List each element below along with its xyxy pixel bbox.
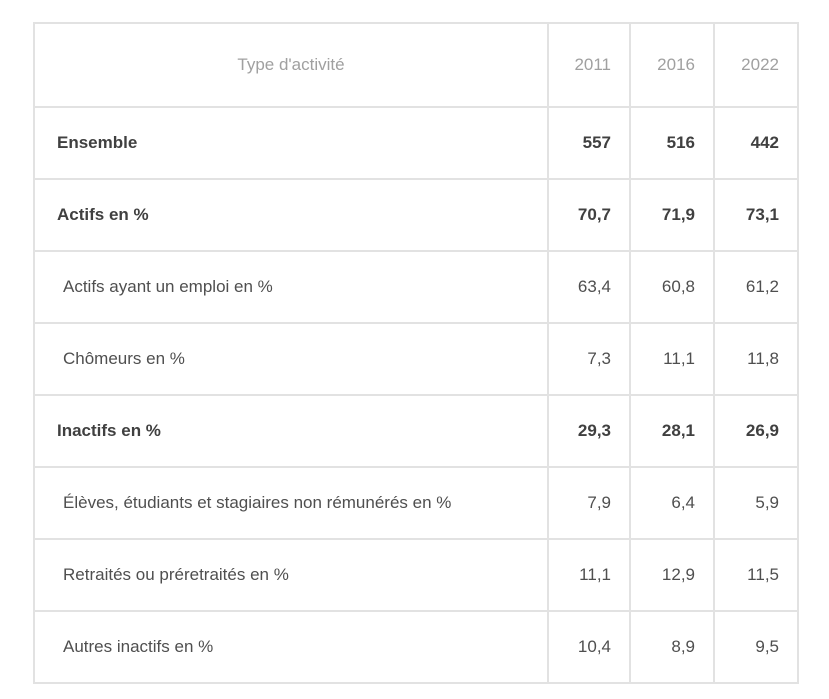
table-row: Chômeurs en % 7,3 11,1 11,8: [33, 322, 799, 396]
value-cell: 73,1: [713, 178, 799, 252]
value-cell: 516: [629, 106, 715, 180]
table-row: Inactifs en % 29,3 28,1 26,9: [33, 394, 799, 468]
value-cell: 11,1: [547, 538, 631, 612]
row-label: Élèves, étudiants et stagiaires non rému…: [33, 466, 549, 540]
value-cell: 71,9: [629, 178, 715, 252]
table-row: Élèves, étudiants et stagiaires non rému…: [33, 466, 799, 540]
table-row: Actifs ayant un emploi en % 63,4 60,8 61,2: [33, 250, 799, 324]
value-cell: 29,3: [547, 394, 631, 468]
value-cell: 11,1: [629, 322, 715, 396]
table-row: Ensemble 557 516 442: [33, 106, 799, 180]
value-cell: 442: [713, 106, 799, 180]
table-row: Actifs en % 70,7 71,9 73,1: [33, 178, 799, 252]
row-label: Chômeurs en %: [33, 322, 549, 396]
row-label: Actifs ayant un emploi en %: [33, 250, 549, 324]
value-cell: 10,4: [547, 610, 631, 684]
table-body: Ensemble 557 516 442 Actifs en % 70,7 71,9 73,1…: [33, 106, 799, 684]
column-header-activity-type: Type d'activité: [33, 22, 549, 108]
column-header-year-2022: 2022: [713, 22, 799, 108]
value-cell: 12,9: [629, 538, 715, 612]
value-cell: 60,8: [629, 250, 715, 324]
activity-type-table: Type d'activité 2011 2016 2022 Ensemble 5…: [33, 22, 799, 684]
value-cell: 6,4: [629, 466, 715, 540]
value-cell: 28,1: [629, 394, 715, 468]
value-cell: 26,9: [713, 394, 799, 468]
column-header-year-2016: 2016: [629, 22, 715, 108]
column-header-year-2011: 2011: [547, 22, 631, 108]
value-cell: 5,9: [713, 466, 799, 540]
value-cell: 557: [547, 106, 631, 180]
row-label: Actifs en %: [33, 178, 549, 252]
value-cell: 63,4: [547, 250, 631, 324]
table-row: Autres inactifs en % 10,4 8,9 9,5: [33, 610, 799, 684]
value-cell: 11,5: [713, 538, 799, 612]
value-cell: 61,2: [713, 250, 799, 324]
row-label: Retraités ou préretraités en %: [33, 538, 549, 612]
header-row: Type d'activité 2011 2016 2022: [33, 22, 799, 108]
value-cell: 8,9: [629, 610, 715, 684]
value-cell: 7,3: [547, 322, 631, 396]
table-row: Retraités ou préretraités en % 11,1 12,9 11…: [33, 538, 799, 612]
table-container: Type d'activité 2011 2016 2022 Ensemble 5…: [33, 22, 799, 684]
row-label: Ensemble: [33, 106, 549, 180]
value-cell: 70,7: [547, 178, 631, 252]
row-label: Autres inactifs en %: [33, 610, 549, 684]
value-cell: 7,9: [547, 466, 631, 540]
row-label: Inactifs en %: [33, 394, 549, 468]
value-cell: 9,5: [713, 610, 799, 684]
value-cell: 11,8: [713, 322, 799, 396]
